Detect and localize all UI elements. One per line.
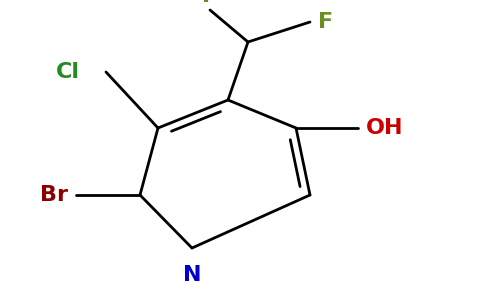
Text: F: F [202, 0, 218, 6]
Text: OH: OH [366, 118, 404, 138]
Text: N: N [183, 265, 201, 285]
Text: F: F [318, 12, 333, 32]
Text: Cl: Cl [56, 62, 80, 82]
Text: Br: Br [40, 185, 68, 205]
